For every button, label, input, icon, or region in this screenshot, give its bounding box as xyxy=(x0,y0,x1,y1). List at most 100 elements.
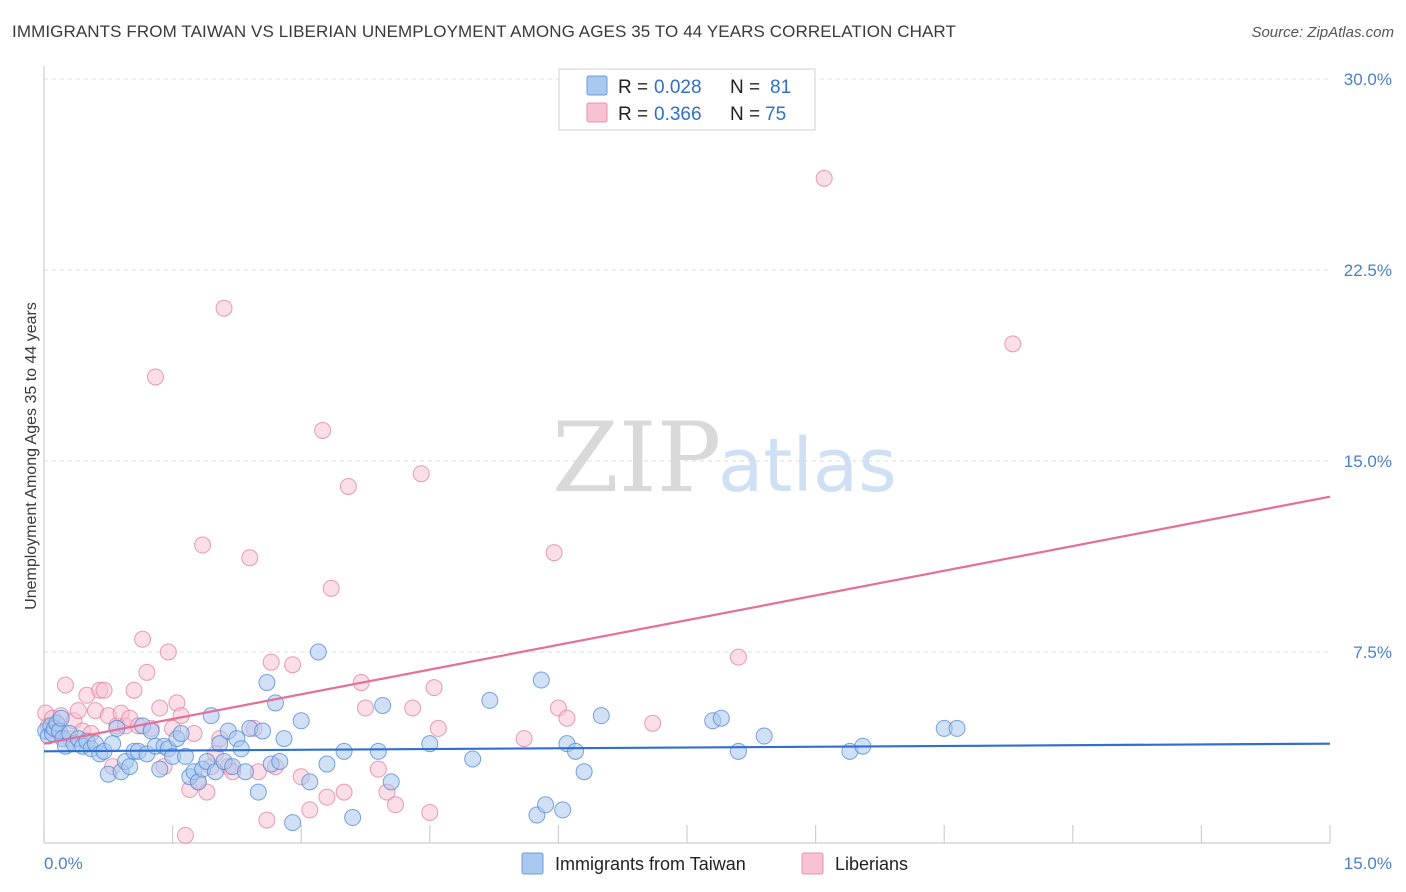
watermark-atlas: atlas xyxy=(718,423,897,509)
data-point xyxy=(412,465,430,483)
trend-lines xyxy=(43,495,1331,753)
data-point xyxy=(318,755,336,773)
data-point xyxy=(729,648,747,666)
data-point xyxy=(344,809,362,827)
data-point xyxy=(275,730,293,748)
source-credit: Source: ZipAtlas.com xyxy=(1251,24,1394,41)
data-point xyxy=(56,676,74,694)
legend-n-label-liberians: N = xyxy=(730,104,760,125)
data-point xyxy=(382,773,400,791)
data-point xyxy=(151,699,169,717)
y-tick-labels: 7.5% 15.0% 22.5% 30.0% xyxy=(1344,70,1392,662)
data-point xyxy=(121,758,139,776)
legend-top: R = 0.028 N = 81 R = 0.366 N = 75 xyxy=(558,68,816,131)
data-point xyxy=(314,421,332,439)
data-point xyxy=(369,742,387,760)
y-tick-label: 30.0% xyxy=(1344,70,1392,89)
legend-bottom: Immigrants from Taiwan Liberians xyxy=(521,852,908,875)
data-point xyxy=(301,773,319,791)
data-point xyxy=(284,656,302,674)
x-tick-label-min: 0.0% xyxy=(44,854,83,873)
data-point xyxy=(258,811,276,829)
data-point xyxy=(592,707,610,725)
data-point xyxy=(554,801,572,819)
legend-r-value-liberians: 0.366 xyxy=(654,104,702,125)
data-point xyxy=(532,671,550,689)
data-point xyxy=(644,714,662,732)
data-point xyxy=(241,549,259,567)
data-point xyxy=(292,712,310,730)
legend-swatch-taiwan xyxy=(586,75,608,96)
data-point xyxy=(425,679,443,697)
data-point xyxy=(567,742,585,760)
data-point xyxy=(125,681,143,699)
y-tick-label: 15.0% xyxy=(1344,452,1392,471)
data-point xyxy=(249,783,267,801)
legend-r-label-liberians: R = xyxy=(618,104,648,125)
data-point xyxy=(369,760,387,778)
data-point xyxy=(176,747,194,765)
data-point xyxy=(755,727,773,745)
data-point xyxy=(712,709,730,727)
bottom-legend-label-liberians: Liberians xyxy=(835,854,908,874)
y-tick-label: 22.5% xyxy=(1344,261,1392,280)
data-point xyxy=(537,796,555,814)
data-point xyxy=(138,663,156,681)
data-point xyxy=(151,760,169,778)
legend-r-value-taiwan: 0.028 xyxy=(654,77,702,98)
data-point xyxy=(146,368,164,386)
data-point xyxy=(271,753,289,771)
data-point xyxy=(142,722,160,740)
data-point xyxy=(335,742,353,760)
data-point xyxy=(301,801,319,819)
data-point xyxy=(95,681,113,699)
series-liberians-points xyxy=(37,169,1022,844)
bottom-legend-label-taiwan: Immigrants from Taiwan xyxy=(555,854,746,874)
data-point xyxy=(254,722,272,740)
data-point xyxy=(104,735,122,753)
data-point xyxy=(69,702,87,720)
chart-title: IMMIGRANTS FROM TAIWAN VS LIBERIAN UNEMP… xyxy=(12,22,956,41)
data-point xyxy=(194,536,212,554)
data-point xyxy=(421,803,439,821)
data-point xyxy=(236,763,254,781)
data-point xyxy=(515,730,533,748)
legend-n-label-taiwan: N = xyxy=(730,77,760,98)
data-point xyxy=(159,643,177,661)
data-point xyxy=(729,742,747,760)
data-point xyxy=(258,674,276,692)
data-point xyxy=(558,709,576,727)
data-point xyxy=(335,783,353,801)
data-point xyxy=(575,763,593,781)
data-point xyxy=(172,724,190,742)
legend-swatch-liberians xyxy=(586,102,608,123)
data-point xyxy=(421,735,439,753)
data-point xyxy=(215,299,233,317)
y-axis-title: Unemployment Among Ages 35 to 44 years xyxy=(23,302,40,610)
data-point xyxy=(262,653,280,671)
data-point xyxy=(464,750,482,768)
data-point xyxy=(176,826,194,844)
data-point xyxy=(284,814,302,832)
data-point xyxy=(1004,335,1022,353)
data-point xyxy=(339,477,357,495)
data-point xyxy=(211,735,229,753)
data-point xyxy=(815,169,833,187)
legend-n-value-taiwan: 81 xyxy=(770,77,791,98)
gridlines xyxy=(44,78,1330,653)
watermark: ZIP atlas xyxy=(552,402,897,514)
data-point xyxy=(948,719,966,737)
data-point xyxy=(232,740,250,758)
data-point xyxy=(545,544,563,562)
data-point xyxy=(404,699,422,717)
legend-r-label-taiwan: R = xyxy=(618,77,648,98)
trend-line-liberians xyxy=(43,495,1331,745)
data-point xyxy=(309,643,327,661)
data-point xyxy=(429,719,447,737)
data-point xyxy=(322,579,340,597)
x-tick-label-max: 15.0% xyxy=(1344,854,1392,873)
legend-n-value-liberians: 75 xyxy=(765,104,786,125)
data-point xyxy=(52,709,70,727)
data-point xyxy=(374,696,392,714)
